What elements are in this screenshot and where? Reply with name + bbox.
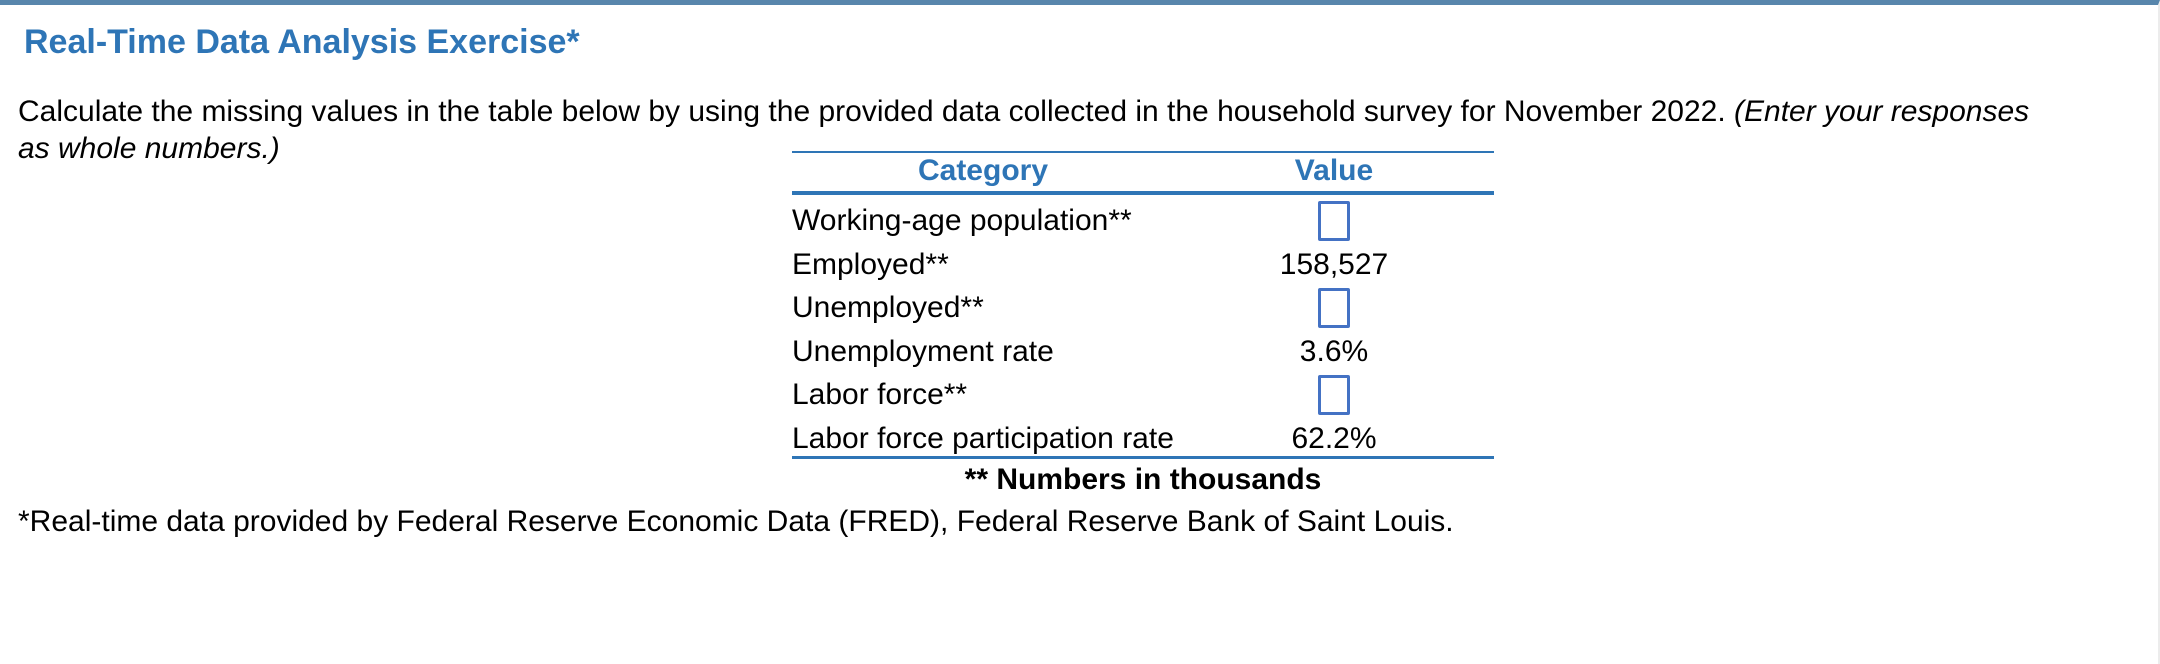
table-row: Employed** 158,527 xyxy=(792,247,1494,282)
data-source-footnote: *Real-time data provided by Federal Rese… xyxy=(18,505,1454,538)
instruction-note: (Enter your responses as whole numbers.) xyxy=(18,94,2030,166)
table-row: Unemployed** xyxy=(792,282,1494,334)
labor-force-input[interactable] xyxy=(1318,375,1350,415)
labor-data-table: Category Value Working-age population** … xyxy=(792,151,1494,459)
working-age-population-input[interactable] xyxy=(1318,201,1350,241)
unemployment-rate-value: 3.6% xyxy=(1299,334,1369,368)
data-table-container: Category Value Working-age population** … xyxy=(792,151,1494,497)
row-label-unemployment-rate: Unemployment rate xyxy=(792,334,1054,368)
instruction-text: Calculate the missing values in the tabl… xyxy=(18,93,2068,168)
labor-force-participation-rate-value: 62.2% xyxy=(1174,421,1494,459)
page-title: Real-Time Data Analysis Exercise* xyxy=(24,23,580,61)
table-row: Labor force participation rate 62.2% xyxy=(792,421,1494,459)
row-value-cell xyxy=(1174,369,1494,421)
column-header-value: Value xyxy=(1174,151,1494,195)
row-label-labor-force-participation-rate: Labor force participation rate xyxy=(792,421,1174,459)
row-label-employed: Employed** xyxy=(792,247,949,281)
row-value-cell xyxy=(1174,193,1494,247)
row-value-cell xyxy=(1174,282,1494,334)
employed-value: 158,527 xyxy=(1279,247,1389,281)
table-row: Unemployment rate 3.6% xyxy=(792,334,1494,369)
row-label-working-age-population: Working-age population** xyxy=(792,204,1132,237)
table-footnote-numbers-in-thousands: ** Numbers in thousands xyxy=(964,463,1322,496)
column-header-category: Category xyxy=(792,151,1174,195)
instruction-main: Calculate the missing values in the tabl… xyxy=(18,94,1735,128)
row-label-unemployed: Unemployed** xyxy=(792,291,984,324)
table-row: Working-age population** xyxy=(792,193,1494,247)
unemployed-input[interactable] xyxy=(1318,288,1350,328)
row-label-labor-force: Labor force** xyxy=(792,378,968,411)
table-header-row: Category Value xyxy=(792,151,1494,195)
table-row: Labor force** xyxy=(792,369,1494,421)
